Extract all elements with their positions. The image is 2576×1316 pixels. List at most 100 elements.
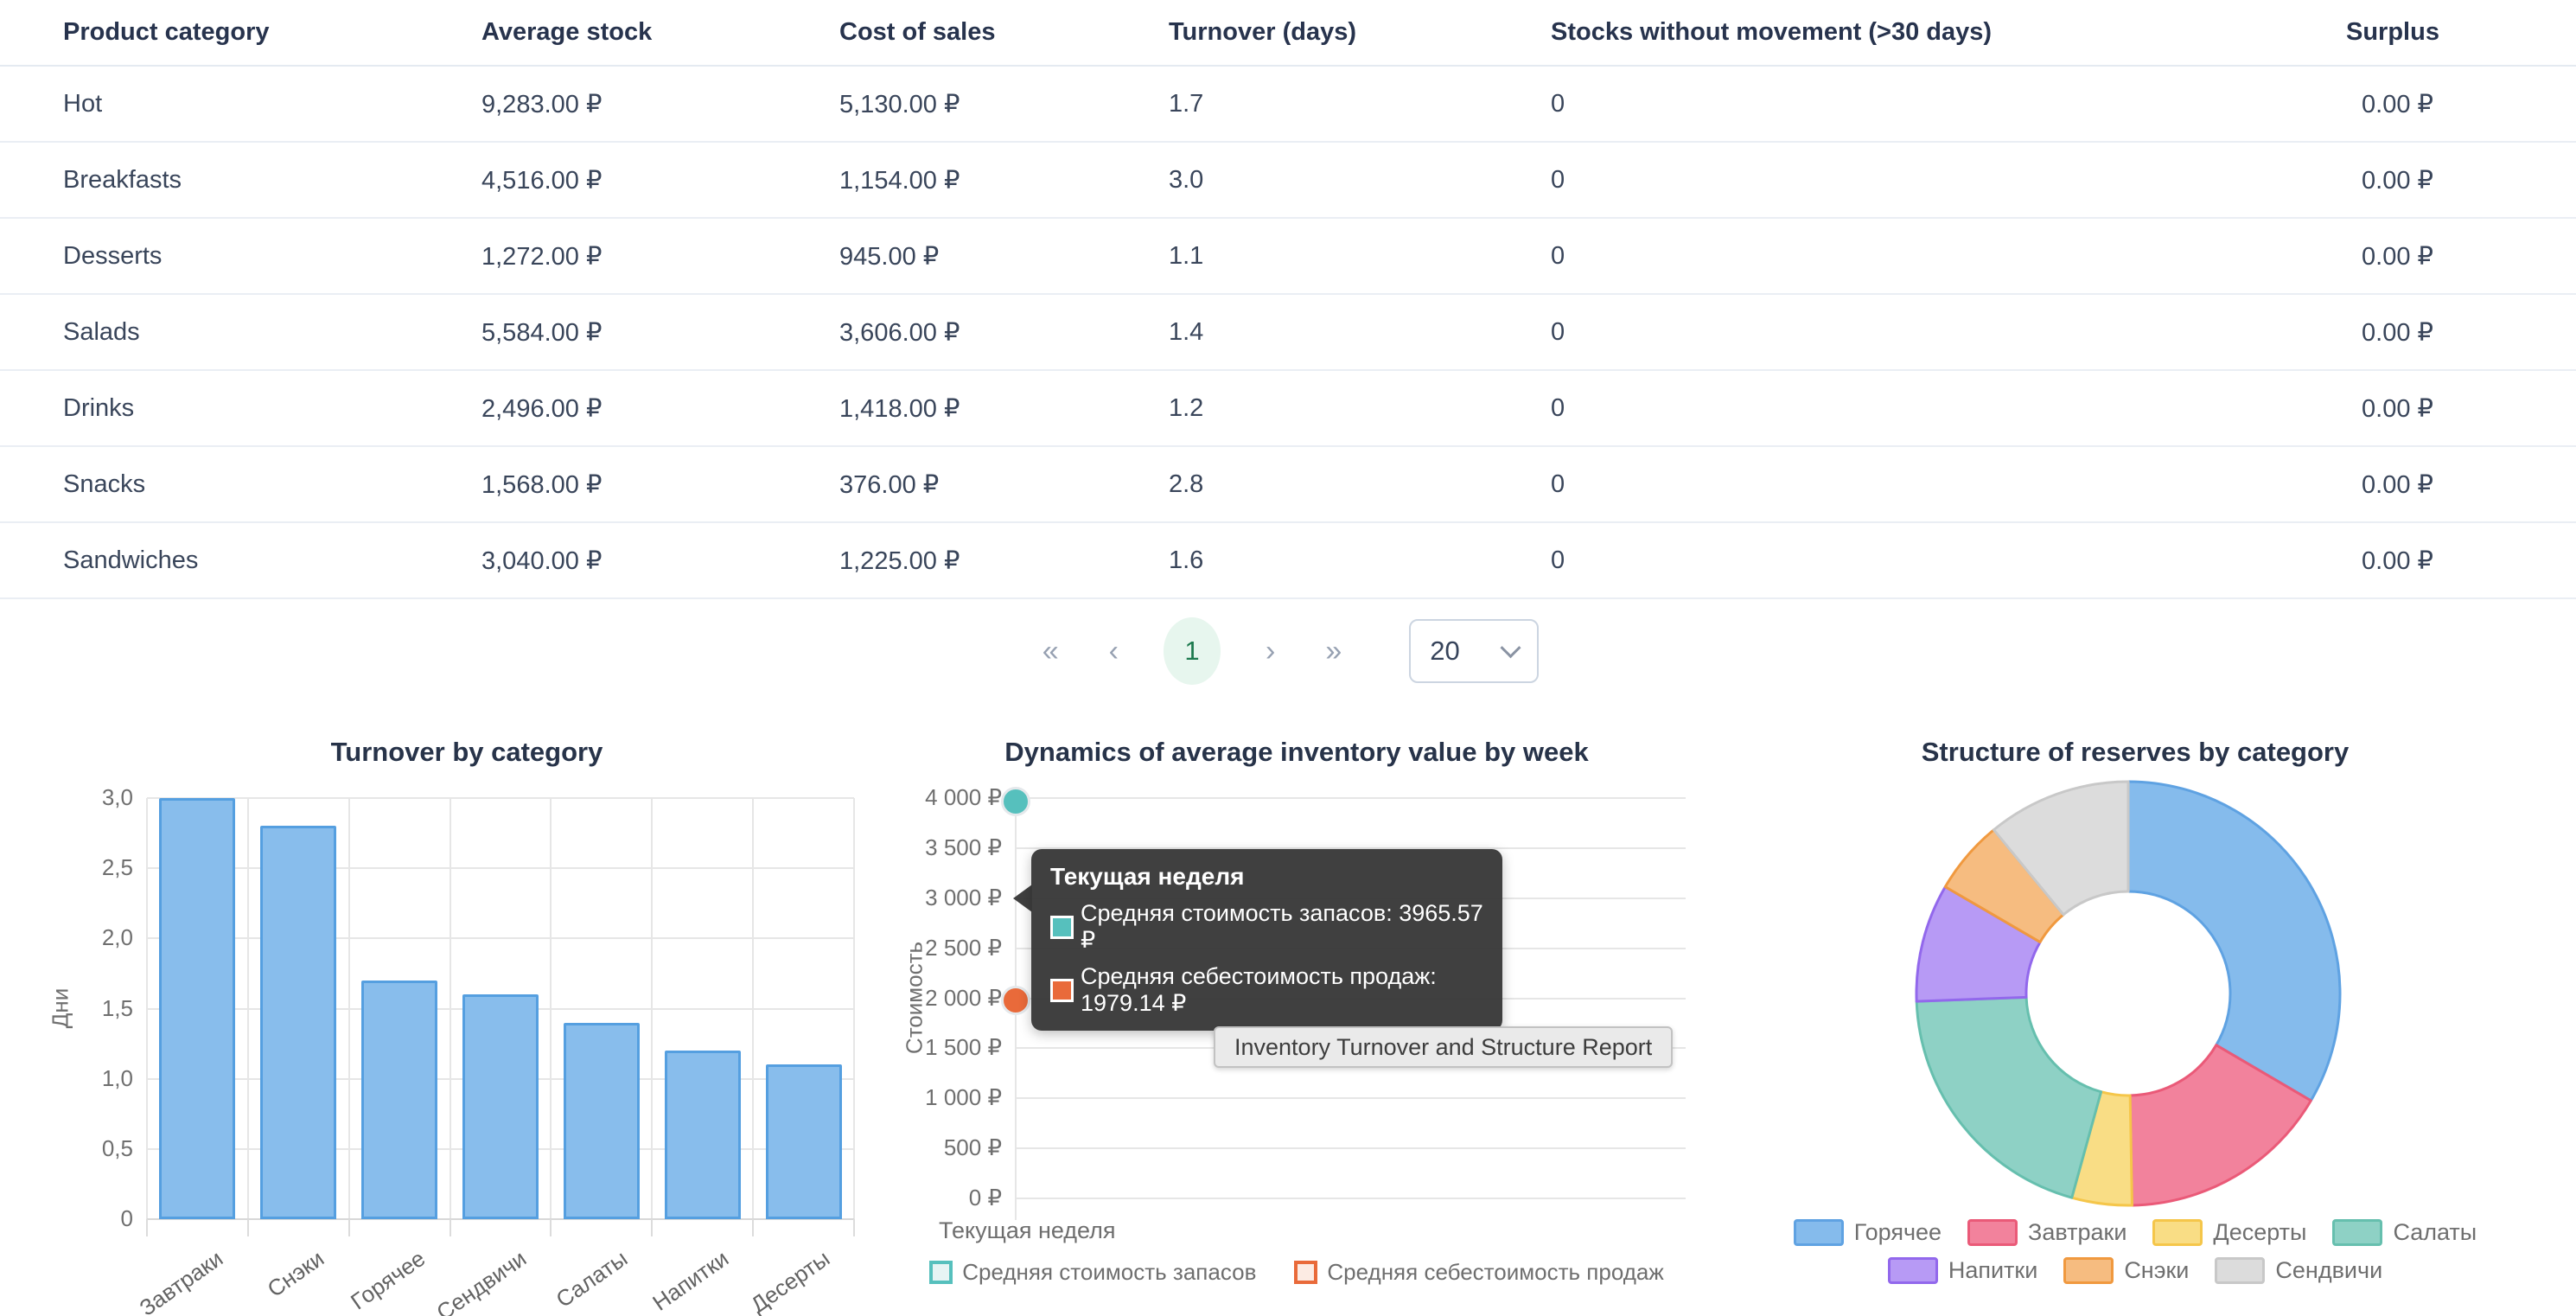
turnover-bar-chart[interactable]: Turnover by category Дни 0 0,5 1,0 1,5 2,0 2,… [35,726,899,1316]
data-point[interactable] [1001,786,1030,816]
gridline-horizontal [1016,1147,1686,1150]
legend-item[interactable]: Средняя себестоимость продаж [1294,1259,1664,1286]
table-cell: 0 [1551,165,1565,194]
table-cell: Sandwiches [63,546,199,574]
legend-item[interactable]: Средняя стоимость запасов [929,1259,1256,1286]
first-page-button[interactable]: « [1042,635,1059,668]
table-cell: 376.00 ₽ [839,470,940,499]
table-cell: 1,418.00 ₽ [839,394,960,423]
legend-label: Завтраки [2028,1219,2127,1245]
legend-swatch-icon [2215,1257,2266,1284]
legend-label: Средняя стоимость запасов [962,1259,1257,1285]
table-row: Snacks 1,568.00 ₽ 376.00 ₽ 2.8 0 0.00 ₽ [0,447,2576,523]
y-axis-tick-label: 3 500 ₽ [925,834,1002,860]
table-row: Sandwiches 3,040.00 ₽ 1,225.00 ₽ 1.6 0 0.00 ₽ [0,523,2576,599]
legend-item[interactable]: Напитки [1887,1257,2038,1284]
tooltip-lines: Средняя стоимость запасов: 3965.57 ₽ Сред… [1050,900,1483,1017]
column-header: Product category [63,18,270,46]
x-axis-tick [348,1219,350,1236]
bar[interactable] [462,994,539,1219]
tooltip-line-text: Средняя стоимость запасов: 3965.57 ₽ [1081,900,1483,953]
gridline-horizontal [1016,846,1686,849]
table-cell: 1,225.00 ₽ [839,546,960,575]
table-cell: 1,154.00 ₽ [839,166,960,195]
legend-item[interactable]: Десерты [2152,1219,2306,1246]
table-cell: 0 [1551,470,1565,498]
table-cell: 0.00 ₽ [2362,90,2433,118]
dynamics-chart[interactable]: Dynamics of average inventory value by w… [899,726,1694,1316]
table-cell: 0.00 ₽ [2362,242,2433,271]
bar-chart-title: Turnover by category [330,737,603,767]
x-axis-tick [651,1219,654,1236]
table-cell: Desserts [63,241,163,270]
dynamics-chart-title: Dynamics of average inventory value by w… [1004,737,1589,767]
legend-label: Салаты [2393,1219,2477,1245]
chart-tooltip: Текущая неделя Средняя стоимость запасов… [1031,849,1502,1031]
legend-row: Горячее Завтраки Десерты Салаты [1793,1219,2477,1246]
y-axis-tick-label: 2 000 ₽ [925,984,1002,1011]
bar[interactable] [664,1051,741,1219]
table-cell: 0 [1551,317,1565,346]
legend-label: Сендвичи [2275,1257,2383,1283]
table-cell: 2,496.00 ₽ [481,394,603,423]
gridline-horizontal [147,937,854,940]
legend-label: Напитки [1948,1257,2038,1283]
x-axis-tick [146,1219,148,1236]
bar[interactable] [361,981,438,1219]
donut-slice[interactable] [2128,1044,2312,1207]
table-cell: 945.00 ₽ [839,242,940,271]
legend-swatch-icon [2152,1219,2203,1246]
bar[interactable] [159,798,236,1219]
y-axis-tick-label: 0 [120,1205,133,1231]
tooltip-title: Текущая неделя [1050,863,1245,890]
legend-item[interactable]: Завтраки [1967,1219,2126,1246]
y-axis-tick-label: 2,5 [101,854,133,881]
legend-item[interactable]: Сендвичи [2215,1257,2382,1284]
donut-slice[interactable] [1915,995,2103,1199]
data-point[interactable] [1001,985,1030,1015]
table-row: Hot 9,283.00 ₽ 5,130.00 ₽ 1.7 0 0.00 ₽ [0,67,2576,143]
gridline-horizontal [1016,1198,1686,1199]
bar[interactable] [765,1064,842,1219]
legend-item[interactable]: Салаты [2332,1219,2477,1246]
table-cell: 5,130.00 ₽ [839,90,960,118]
legend-swatch-icon [1793,1219,1844,1246]
prev-page-button[interactable]: ‹ [1108,635,1119,668]
reserves-donut-chart[interactable]: Structure of reserves by category Горяче… [1720,726,2550,1316]
tooltip-line: Средняя себестоимость продаж: 1979.14 ₽ [1050,963,1483,1017]
table-cell: 3.0 [1169,165,1204,194]
table-cell: Drinks [63,393,135,422]
legend-row: Напитки Снэки Сендвичи [1887,1257,2382,1284]
table-cell: 3,606.00 ₽ [839,318,960,347]
legend-item[interactable]: Горячее [1793,1219,1942,1246]
table-row: Drinks 2,496.00 ₽ 1,418.00 ₽ 1.2 0 0.00 ₽ [0,371,2576,447]
gridline-horizontal [1016,1097,1686,1100]
legend-swatch-icon [2332,1219,2383,1246]
page-size-select[interactable]: 20 [1409,619,1540,683]
bar[interactable] [260,826,337,1219]
next-page-button[interactable]: › [1266,635,1276,668]
table-body: Hot 9,283.00 ₽5,130.00 ₽1.7 0 0.00 ₽ Breakfa… [0,67,2576,599]
donut-slice[interactable] [1992,780,2130,917]
legend-swatch-icon [2063,1257,2114,1284]
x-axis-category-label: Десерты [745,1245,834,1316]
table-cell: 5,584.00 ₽ [481,318,603,347]
table-cell: 0 [1551,241,1565,270]
bar[interactable] [563,1022,640,1219]
table-cell: 0 [1551,546,1565,574]
y-axis-tick-label: 4 000 ₽ [925,784,1002,810]
y-axis-tick-label: 1,5 [101,994,133,1021]
current-page-button[interactable]: 1 [1164,617,1221,685]
table-cell: 1,568.00 ₽ [481,470,603,499]
table-cell: 0.00 ₽ [2362,470,2433,499]
y-axis-tick-label: 2 500 ₽ [925,934,1002,961]
last-page-button[interactable]: » [1325,635,1342,668]
y-axis-tick-label: 500 ₽ [943,1134,1002,1161]
donut-slice[interactable] [2126,780,2342,1102]
tooltip-line: Средняя стоимость запасов: 3965.57 ₽ [1050,900,1483,954]
column-header: Surplus [2346,18,2439,46]
legend-item[interactable]: Снэки [2063,1257,2189,1284]
column-header: Stocks without movement (>30 days) [1551,18,1993,46]
table-row: Breakfasts 4,516.00 ₽ 1,154.00 ₽ 3.0 0 0.00 ₽ [0,143,2576,219]
